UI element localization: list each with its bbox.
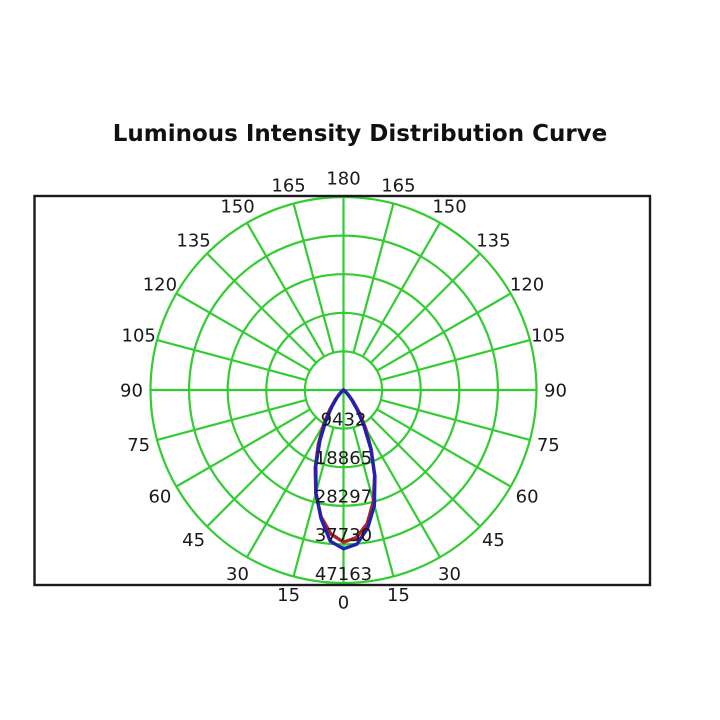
- polar-grid-spoke: [156, 338, 307, 382]
- angle-tick-label: 150: [432, 197, 466, 218]
- polar-grid-spoke: [206, 252, 317, 364]
- polar-grid-spoke: [361, 222, 441, 358]
- polar-grid-spoke: [380, 398, 531, 442]
- angle-tick-label: 60: [148, 486, 171, 507]
- angle-tick-label: 120: [510, 274, 544, 295]
- radial-tick-label: 28297: [315, 487, 372, 508]
- angle-tick-label: 105: [122, 325, 156, 346]
- polar-grid-spoke: [292, 427, 335, 577]
- polar-grid-spoke: [206, 416, 317, 528]
- polar-grid-spoke: [246, 222, 326, 358]
- polar-grid-spoke: [370, 252, 481, 364]
- polar-grid-spoke: [352, 203, 395, 353]
- polar-grid-spoke: [246, 422, 326, 558]
- angle-tick-label: 90: [120, 380, 143, 401]
- angle-tick-label: 30: [438, 564, 461, 585]
- radial-tick-label: 37730: [315, 525, 372, 546]
- angle-tick-label: 45: [182, 530, 205, 551]
- radial-tick-label: 47163: [315, 564, 372, 585]
- polar-grid-spoke: [175, 292, 311, 372]
- polar-grid-spoke: [292, 203, 335, 353]
- angle-tick-label: 15: [387, 585, 410, 606]
- polar-grid-spoke: [156, 398, 307, 442]
- angle-tick-label: 120: [143, 274, 177, 295]
- polar-grid-spoke: [370, 416, 481, 528]
- chart-title: Luminous Intensity Distribution Curve: [112, 121, 608, 147]
- radial-tick-label: 18865: [315, 448, 372, 469]
- intensity-curve-blue_curve: [314, 388, 377, 551]
- angle-tick-label: 165: [381, 176, 415, 197]
- angle-tick-label: 150: [220, 197, 254, 218]
- angle-tick-label: 90: [544, 380, 567, 401]
- radial-tick-label: 9432: [321, 409, 367, 430]
- angle-tick-label: 135: [176, 230, 210, 251]
- chart-frame: [33, 194, 652, 587]
- angle-tick-label: 45: [482, 530, 505, 551]
- angle-tick-label: 15: [277, 585, 300, 606]
- polar-grid-spoke: [361, 422, 441, 558]
- angle-tick-label: 105: [531, 325, 565, 346]
- angle-tick-label: 75: [537, 435, 560, 456]
- angle-tick-label: 180: [326, 168, 360, 189]
- polar-grid-spoke: [376, 292, 512, 372]
- polar-grid-spoke: [380, 338, 531, 382]
- angle-tick-label: 165: [271, 176, 305, 197]
- polar-grid-spoke: [175, 408, 311, 488]
- angle-tick-label: 0: [338, 592, 349, 613]
- angle-tick-label: 30: [226, 564, 249, 585]
- angle-tick-label: 75: [127, 435, 150, 456]
- angle-tick-label: 60: [516, 486, 539, 507]
- angle-tick-label: 135: [476, 230, 510, 251]
- polar-grid-spoke: [376, 408, 512, 488]
